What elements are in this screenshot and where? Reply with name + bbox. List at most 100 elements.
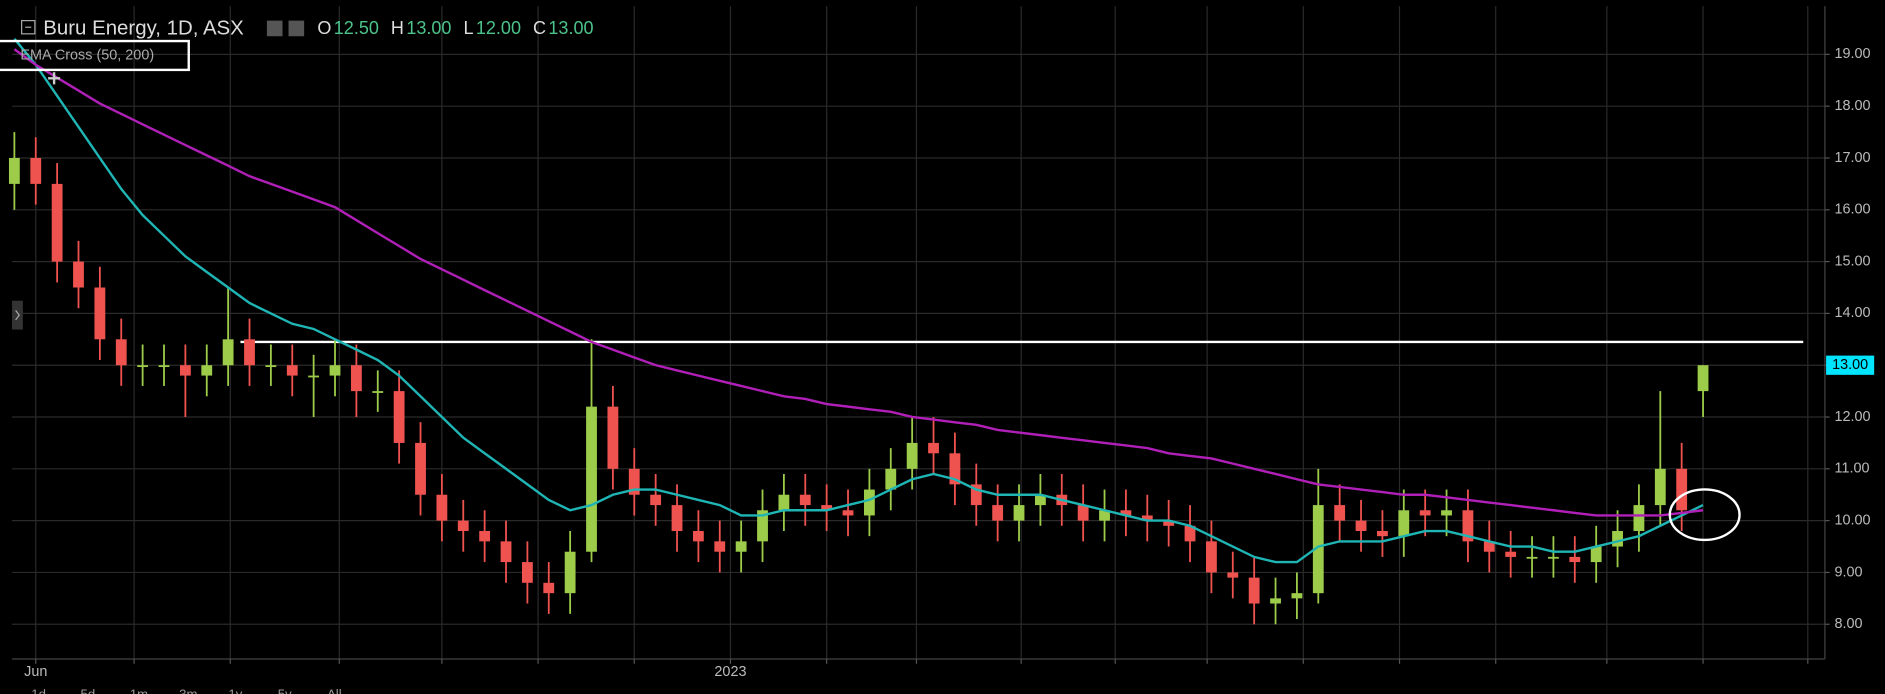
- candle-body: [970, 484, 982, 506]
- candle-body: [692, 530, 704, 542]
- indicator-label: EMA Cross (50, 200): [20, 47, 154, 63]
- candle-body: [521, 562, 533, 583]
- range-button[interactable]: 5y: [278, 687, 292, 694]
- range-buttons: 1d 5d 1m 3m 1y 5y All: [31, 687, 341, 694]
- candle-body: [949, 453, 961, 485]
- candle-body: [222, 339, 234, 366]
- candle-body: [607, 406, 619, 469]
- candle-body: [1398, 510, 1410, 537]
- y-tick-label: 16.00: [1835, 202, 1871, 218]
- candle-body: [1291, 593, 1303, 599]
- candle-body: [757, 510, 768, 542]
- candle-body: [671, 505, 683, 531]
- axes: 8.00 9.00 10.00 11.00 12.00 13.00 14.00 15.00 16…: [24, 46, 1875, 680]
- range-button[interactable]: All: [327, 687, 342, 694]
- candle-body: [1184, 525, 1196, 542]
- collapse-button[interactable]: [21, 20, 36, 35]
- candle-body: [265, 365, 277, 368]
- candle-body: [1377, 530, 1388, 537]
- candle-body: [543, 582, 555, 594]
- y-tick-label: 19.00: [1835, 46, 1871, 62]
- candle-body: [1419, 510, 1431, 516]
- y-tick-label: 12.00: [1835, 409, 1871, 425]
- y-tick-label: 18.00: [1835, 98, 1871, 114]
- candle-body: [1548, 556, 1559, 559]
- marks: [8, 38, 1804, 625]
- range-button[interactable]: 1m: [130, 687, 148, 694]
- ohlc-legend: O 12.50 H 13.00 L 12.00 C 13.00: [317, 18, 593, 38]
- y-tick-label: 14.00: [1835, 305, 1871, 321]
- range-button[interactable]: 3m: [179, 687, 197, 694]
- y-tick-label: 11.00: [1835, 461, 1870, 477]
- candle-body: [1676, 468, 1688, 511]
- candle-body: [457, 520, 469, 531]
- settings-icon[interactable]: [266, 20, 283, 37]
- candle-body: [73, 261, 84, 288]
- candle-body: [1612, 530, 1623, 547]
- candle-body: [1334, 505, 1346, 521]
- candle-body: [842, 510, 854, 516]
- candle-body: [1441, 510, 1452, 516]
- candle-body: [1120, 510, 1132, 516]
- side-tab[interactable]: [12, 300, 23, 330]
- settings-icon[interactable]: [288, 20, 305, 37]
- candle-body: [586, 406, 597, 552]
- range-button[interactable]: 5d: [81, 687, 96, 694]
- x-tick-label: Jun: [24, 664, 47, 680]
- candle-body: [94, 287, 106, 340]
- candle-body: [201, 365, 213, 376]
- range-button[interactable]: 1d: [31, 687, 46, 694]
- candle-body: [286, 365, 298, 376]
- candle-body: [735, 541, 747, 552]
- ohlc-key: O: [317, 18, 331, 38]
- crosshair: [48, 72, 61, 85]
- candle-body: [158, 365, 170, 368]
- candle-body: [628, 468, 640, 495]
- candle-body: [350, 365, 362, 392]
- candle-body: [415, 442, 426, 495]
- candle-body: [1099, 510, 1110, 521]
- candle-body: [308, 375, 320, 378]
- ohlc-key: C: [533, 18, 546, 38]
- candle-body: [244, 339, 255, 366]
- annotation-ellipse: [1668, 488, 1741, 542]
- last-price-label: 13.00: [1832, 357, 1868, 373]
- candle-body: [1141, 515, 1153, 521]
- indicator-box: [0, 39, 190, 72]
- candle-body: [1526, 556, 1538, 559]
- candle-body: [1590, 546, 1602, 563]
- x-tick-label: 2023: [714, 664, 746, 680]
- candle-body: [393, 391, 405, 443]
- candle-body: [1227, 572, 1239, 578]
- range-button[interactable]: 1y: [228, 687, 242, 694]
- candle-body: [1270, 598, 1281, 604]
- candle-body: [1206, 541, 1217, 573]
- y-tick-label: 17.00: [1835, 150, 1871, 166]
- candle-body: [500, 541, 512, 563]
- candle-body: [1034, 494, 1046, 506]
- candle-body: [1312, 505, 1324, 594]
- ohlc-value: 12.50: [334, 18, 379, 38]
- candle-body: [436, 494, 448, 521]
- candle-body: [714, 541, 726, 552]
- ohlc-value: 13.00: [548, 18, 593, 38]
- candle-body: [115, 339, 127, 366]
- candle-body: [8, 157, 20, 184]
- candle-body: [778, 494, 790, 511]
- candle-body: [821, 505, 833, 511]
- candle-body: [906, 442, 918, 469]
- candle-body: [863, 489, 875, 516]
- ema-line: [13, 48, 1704, 517]
- candle-body: [51, 183, 63, 262]
- candle-body: [992, 505, 1004, 521]
- y-tick-label: 8.00: [1835, 616, 1863, 632]
- ohlc-value: 13.00: [406, 18, 451, 38]
- candle-body: [885, 468, 897, 490]
- candle-body: [329, 365, 341, 376]
- candle-body: [1654, 468, 1666, 506]
- y-tick-label: 15.00: [1835, 253, 1871, 269]
- candle-body: [179, 365, 191, 376]
